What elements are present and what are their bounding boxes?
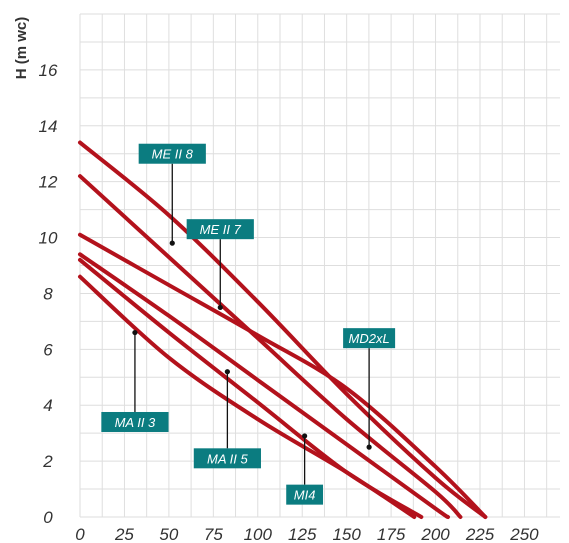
series-line	[78, 232, 488, 519]
x-tick-label: 50	[159, 525, 178, 543]
callout-box	[193, 448, 261, 469]
series-line	[78, 252, 450, 519]
y-tick-label: 0	[43, 508, 53, 527]
callout-box	[286, 484, 324, 505]
y-axis-label: H (m wc)	[13, 17, 30, 80]
grid-lines	[79, 13, 560, 518]
series-callout: ME II 7	[186, 219, 254, 311]
y-tick-label: 14	[39, 117, 58, 136]
series-line	[78, 257, 424, 519]
series-callout: MA II 3	[101, 329, 169, 432]
series-lines	[78, 140, 488, 519]
y-tick-label: 8	[43, 284, 53, 303]
y-axis-ticks: 0 2 4 6 8 10 12 14 16	[39, 61, 58, 527]
series-line	[78, 140, 488, 519]
x-tick-label: 100	[244, 525, 273, 543]
y-tick-label: 2	[42, 452, 53, 471]
series-line	[78, 274, 417, 519]
x-tick-label: 25	[114, 525, 134, 543]
y-tick-label: 10	[39, 229, 58, 248]
series-line	[78, 174, 463, 519]
series-label: MI4	[294, 488, 316, 503]
x-tick-label: 150	[332, 525, 361, 543]
series-callout: MI4	[286, 433, 324, 505]
series-callout: MA II 5	[193, 369, 261, 469]
x-tick-label: 75	[204, 525, 223, 543]
series-label: MA II 5	[207, 451, 248, 466]
callout-dot	[169, 240, 175, 246]
series-label: MA II 3	[115, 415, 156, 430]
callout-dot	[302, 433, 308, 439]
callout-dot	[217, 304, 223, 311]
series-callouts: ME II 8 ME II 7 MD2xL MI4 MA II 5 MA II 3	[101, 143, 396, 505]
x-tick-label: 225	[465, 525, 495, 543]
x-tick-label: 250	[509, 525, 539, 543]
callout-dot	[366, 444, 372, 450]
x-tick-label: 200	[420, 525, 450, 543]
callout-box	[186, 219, 254, 240]
callout-box	[138, 143, 206, 164]
callout-box	[343, 328, 396, 349]
x-axis-ticks: 0 25 50 75 100 125 150 175 200 225 250	[75, 525, 539, 543]
series-callout: MD2xL	[343, 328, 396, 450]
callout-dot	[132, 329, 138, 336]
callout-box	[101, 411, 169, 432]
series-label: ME II 8	[152, 147, 194, 162]
y-tick-label: 12	[39, 173, 58, 192]
callout-dot	[224, 369, 230, 375]
x-tick-label: 0	[75, 525, 85, 543]
y-tick-label: 16	[39, 61, 58, 80]
x-tick-label: 175	[377, 525, 406, 543]
series-label: ME II 7	[200, 222, 242, 237]
y-tick-label: 6	[43, 340, 53, 359]
series-label: MD2xL	[349, 331, 390, 346]
series-callout: ME II 8	[138, 143, 206, 246]
x-tick-label: 125	[288, 525, 317, 543]
y-tick-label: 4	[43, 396, 52, 415]
